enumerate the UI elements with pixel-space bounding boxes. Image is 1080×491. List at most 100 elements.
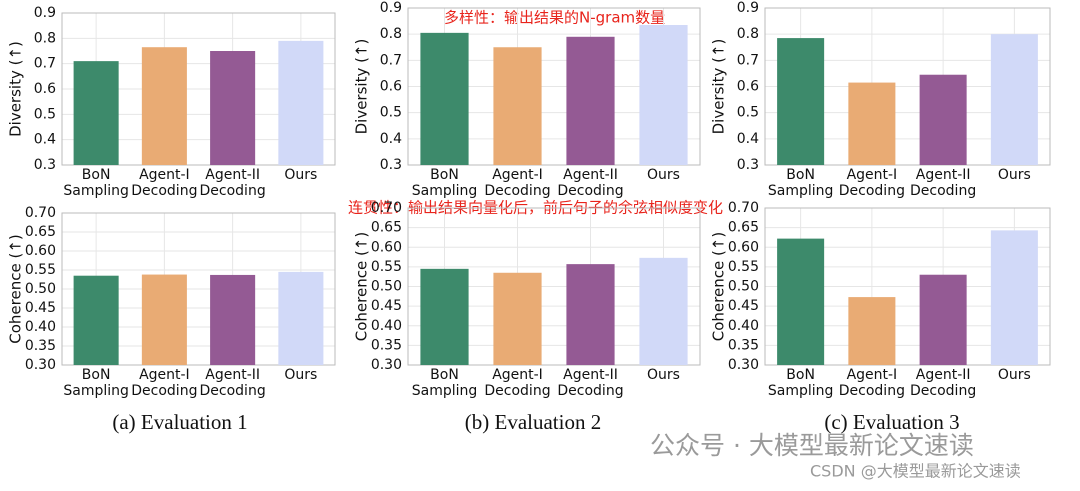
y-tick-label: 0.8 bbox=[34, 30, 56, 46]
x-tick-label: Decoding bbox=[839, 183, 905, 199]
y-tick-label: 0.65 bbox=[728, 220, 759, 236]
x-tick-label: Sampling bbox=[768, 183, 834, 199]
y-tick-label: 0.7 bbox=[737, 52, 759, 68]
x-tick-label: Decoding bbox=[557, 383, 623, 399]
x-tick-label: Agent-I bbox=[492, 367, 543, 383]
y-tick-label: 0.35 bbox=[371, 337, 402, 353]
caption: (a) Evaluation 1 bbox=[112, 410, 247, 434]
bar bbox=[639, 25, 688, 166]
x-tick-label: Agent-II bbox=[563, 167, 618, 183]
x-tick-label: Ours bbox=[284, 167, 317, 183]
y-tick-label: 0.4 bbox=[380, 131, 402, 147]
bar bbox=[278, 271, 324, 365]
y-tick-label: 0.45 bbox=[371, 298, 402, 314]
x-tick-label: Decoding bbox=[200, 183, 266, 199]
y-tick-label: 0.30 bbox=[728, 357, 759, 373]
y-tick-label: 0.60 bbox=[371, 239, 402, 255]
y-tick-label: 0.3 bbox=[737, 157, 759, 173]
x-tick-label: Agent-II bbox=[205, 167, 260, 183]
annotation: 多样性：输出结果的N-gram数量 bbox=[444, 9, 665, 27]
bar bbox=[990, 34, 1038, 165]
watermark: 公众号 · 大模型最新论文速读 bbox=[650, 431, 974, 460]
x-tick-label: Ours bbox=[647, 167, 680, 183]
y-tick-label: 0.30 bbox=[371, 357, 402, 373]
bar bbox=[420, 32, 469, 165]
x-tick-label: Ours bbox=[998, 367, 1031, 383]
plot-frame bbox=[61, 12, 336, 166]
bar bbox=[493, 272, 542, 365]
bar bbox=[420, 268, 469, 365]
bar bbox=[141, 47, 187, 166]
y-tick-label: 0.70 bbox=[371, 200, 402, 216]
y-tick-label: 0.50 bbox=[371, 279, 402, 295]
x-tick-label: Decoding bbox=[557, 183, 623, 199]
x-tick-label: Decoding bbox=[910, 383, 976, 399]
x-tick-label: BoN bbox=[786, 367, 815, 383]
y-tick-label: 0.3 bbox=[380, 157, 402, 173]
bar bbox=[777, 238, 825, 365]
x-tick-label: Decoding bbox=[839, 383, 905, 399]
y-tick-label: 0.6 bbox=[737, 79, 759, 95]
x-tick-label: Sampling bbox=[412, 383, 478, 399]
bar bbox=[639, 257, 688, 365]
bar bbox=[210, 274, 256, 365]
bar bbox=[73, 61, 119, 166]
y-tick-label: 0.50 bbox=[728, 279, 759, 295]
y-tick-label: 0.55 bbox=[371, 259, 402, 275]
x-tick-label: Agent-II bbox=[563, 367, 618, 383]
y-tick-label: 0.6 bbox=[34, 81, 56, 97]
bar bbox=[278, 40, 324, 165]
y-tick-label: 0.60 bbox=[728, 239, 759, 255]
x-tick-label: Agent-I bbox=[139, 367, 190, 383]
x-tick-label: Agent-II bbox=[916, 167, 971, 183]
y-tick-label: 0.8 bbox=[737, 26, 759, 42]
y-tick-label: 0.70 bbox=[25, 205, 56, 221]
bar bbox=[777, 38, 825, 165]
y-tick-label: 0.60 bbox=[25, 243, 56, 259]
x-tick-label: Sampling bbox=[63, 383, 129, 399]
y-tick-label: 0.40 bbox=[728, 318, 759, 334]
bar bbox=[848, 82, 896, 165]
x-tick-label: Agent-I bbox=[139, 167, 190, 183]
bar bbox=[566, 36, 615, 166]
x-tick-label: Agent-II bbox=[205, 367, 260, 383]
y-axis-label: Coherence (↑) bbox=[710, 232, 728, 341]
y-tick-label: 0.8 bbox=[380, 26, 402, 42]
plot-frame bbox=[61, 212, 336, 366]
y-axis-label: Coherence (↑) bbox=[353, 232, 371, 341]
y-axis-label: Diversity (↑) bbox=[353, 39, 371, 135]
y-axis-label: Diversity (↑) bbox=[7, 41, 25, 137]
bar bbox=[990, 230, 1038, 365]
bar bbox=[141, 274, 187, 365]
x-tick-label: Decoding bbox=[131, 183, 197, 199]
y-tick-label: 0.9 bbox=[737, 0, 759, 16]
y-axis-label: Diversity (↑) bbox=[710, 39, 728, 135]
x-tick-label: BoN bbox=[430, 167, 459, 183]
x-tick-label: Agent-I bbox=[847, 367, 898, 383]
y-tick-label: 0.6 bbox=[380, 79, 402, 95]
x-tick-label: Decoding bbox=[200, 383, 266, 399]
bar bbox=[919, 74, 967, 165]
y-tick-label: 0.5 bbox=[737, 105, 759, 121]
bar bbox=[73, 275, 119, 365]
y-tick-label: 0.50 bbox=[25, 281, 56, 297]
x-tick-label: Sampling bbox=[768, 383, 834, 399]
x-tick-label: Ours bbox=[647, 367, 680, 383]
x-tick-label: Agent-I bbox=[847, 167, 898, 183]
watermark: CSDN @大模型最新论文速读 bbox=[810, 462, 1021, 481]
plot-frame bbox=[407, 207, 701, 366]
x-tick-label: BoN bbox=[82, 167, 111, 183]
y-tick-label: 0.65 bbox=[25, 224, 56, 240]
y-tick-label: 0.4 bbox=[737, 131, 759, 147]
x-tick-label: BoN bbox=[786, 167, 815, 183]
y-tick-label: 0.7 bbox=[34, 56, 56, 72]
y-tick-label: 0.40 bbox=[371, 318, 402, 334]
caption: (b) Evaluation 2 bbox=[465, 410, 601, 434]
x-tick-label: Agent-II bbox=[916, 367, 971, 383]
y-tick-label: 0.4 bbox=[34, 132, 56, 148]
y-tick-label: 0.30 bbox=[25, 357, 56, 373]
y-tick-label: 0.55 bbox=[25, 262, 56, 278]
bar bbox=[919, 274, 967, 365]
y-tick-label: 0.9 bbox=[34, 5, 56, 21]
